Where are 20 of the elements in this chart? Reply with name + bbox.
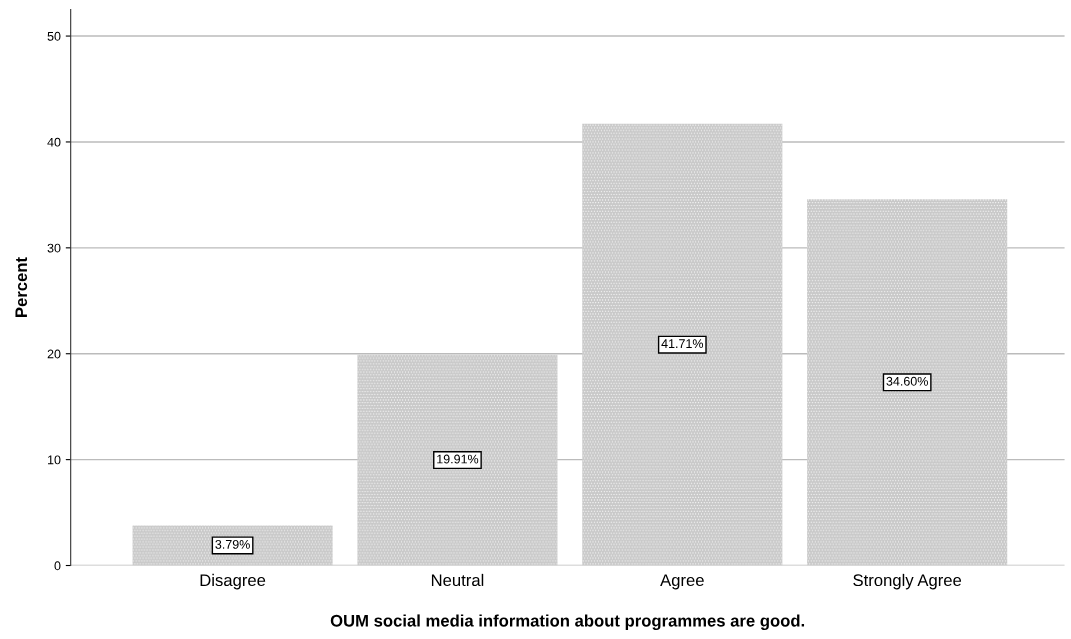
x-tick-label: Disagree: [200, 573, 266, 590]
y-axis-title: Percent: [15, 257, 28, 317]
x-tick-label: Agree: [660, 574, 704, 590]
data-label: 19.91%: [437, 454, 479, 464]
y-tick-label: 40: [47, 137, 61, 147]
bar: [132, 525, 333, 566]
y-tick-label: 0: [54, 561, 61, 571]
x-tick-label: Neutral: [431, 573, 484, 587]
data-label: 41.71%: [661, 339, 704, 348]
y-tick-label: 50: [47, 31, 61, 41]
y-tick-label: 30: [47, 243, 61, 253]
data-label: 3.79%: [215, 539, 250, 549]
bar: [357, 354, 558, 566]
x-tick-label: Strongly Agree: [853, 573, 962, 590]
x-axis-title: OUM social media information about programmes are good.: [330, 614, 805, 630]
bar: [582, 123, 783, 566]
y-tick-label: 10: [48, 455, 61, 465]
data-label: 34.60%: [886, 376, 928, 386]
bar: [807, 199, 1008, 566]
y-tick-label: 20: [47, 349, 61, 359]
